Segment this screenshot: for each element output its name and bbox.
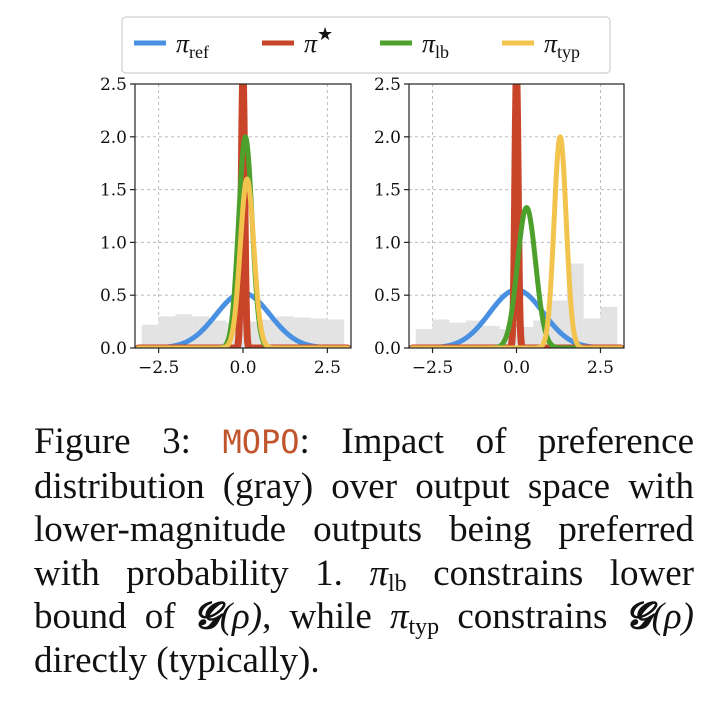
series-line-typ (135, 176, 351, 348)
caption-prefix: Figure 3: (34, 421, 191, 462)
y-tick-label: 2.5 (374, 75, 401, 95)
x-tick-label: −2.5 (138, 358, 179, 378)
caption-g-2: 𝓖 (625, 596, 652, 637)
y-tick-label: 1.5 (374, 181, 401, 201)
left-subplot: 0.0 0.5 1.0 1.5 2.0 2.5 −2.5 0.0 2.5 (100, 75, 352, 378)
series-line-lb (409, 205, 624, 348)
legend-item-lb: πlb (380, 29, 449, 62)
legend-label-typ: πtyp (544, 29, 580, 62)
x-tick-label: 2.5 (587, 358, 614, 378)
caption-rho-1: (ρ) (219, 596, 263, 637)
y-tick-label: 0.0 (374, 339, 401, 359)
histogram-bar (415, 328, 433, 348)
legend-item-typ: πtyp (502, 29, 580, 62)
caption-text-5: directly (typically). (34, 639, 320, 681)
histogram-bar (583, 318, 601, 348)
histogram-bar (141, 324, 159, 348)
legend-label-lb: πlb (422, 29, 449, 62)
y-tick-label: 0.5 (374, 286, 401, 306)
caption-pi-1: π (369, 552, 389, 594)
x-tick-label: 0.0 (229, 358, 256, 378)
legend-label-ref: πref (176, 29, 209, 62)
x-tick-label: −2.5 (412, 358, 453, 378)
caption-rho-2: (ρ) (651, 596, 694, 637)
caption-g-1: 𝓖 (193, 596, 220, 637)
y-tick-label: 1.0 (100, 233, 127, 253)
caption-method: MOPO (222, 423, 300, 461)
histogram-bar (482, 325, 500, 348)
y-tick-label: 2.0 (374, 128, 401, 148)
caption-text-2: constrains lower bound of (34, 552, 694, 638)
histogram-bar (158, 316, 176, 348)
legend-frame (121, 16, 611, 74)
right-subplot: 0.0 0.5 1.0 1.5 2.0 2.5 −2.5 0.0 2.5 (374, 75, 625, 378)
legend-item-star: π★ (262, 24, 333, 58)
series-line-star (409, 84, 624, 348)
histogram-bar (209, 320, 227, 348)
plot-area (409, 84, 624, 348)
histogram-bar (432, 319, 450, 348)
histogram-bar (600, 306, 618, 348)
caption-text-1: : Impact of preference distribution (gra… (34, 421, 695, 594)
plot-area (135, 84, 351, 348)
figure: πref π★ πlb πtyp 0.0 0.5 1.0 1.5 2.0 2.5 −2.5 0.0 2… (100, 16, 625, 378)
x-tick-label: 2.5 (314, 358, 341, 378)
x-tick-label: 0.0 (503, 358, 530, 378)
histogram-bar (327, 319, 345, 348)
caption-pi-2: π (389, 596, 409, 637)
y-tick-label: 0.0 (100, 339, 127, 359)
caption-text-3: , while (262, 596, 390, 637)
caption-sub-2: typ (408, 614, 440, 640)
legend-label-star: π★ (304, 24, 333, 58)
figure-caption: Figure 3: MOPO: Impact of preference dis… (34, 420, 694, 682)
y-tick-label: 2.5 (100, 75, 127, 95)
y-tick-label: 1.5 (100, 181, 127, 201)
legend: πref π★ πlb πtyp (121, 16, 611, 74)
y-tick-label: 1.0 (374, 233, 401, 253)
legend-item-ref: πref (134, 29, 209, 62)
series-line-lb (135, 134, 351, 348)
caption-text-4: constrains (439, 596, 626, 637)
histogram-bar (310, 318, 328, 348)
caption-sub-1: lb (388, 570, 407, 597)
y-tick-label: 0.5 (100, 286, 127, 306)
y-tick-label: 2.0 (100, 128, 127, 148)
